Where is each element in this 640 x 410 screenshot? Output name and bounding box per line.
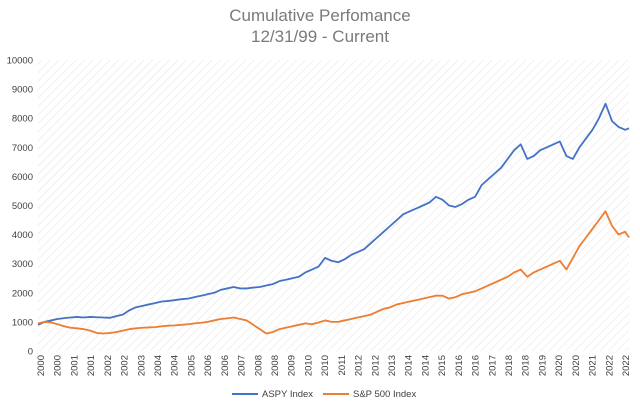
- x-tick-label: 2008: [270, 355, 281, 376]
- x-tick-label: 2013: [387, 355, 398, 376]
- x-tick-label: 2017: [487, 355, 498, 376]
- series-line-aspy: [37, 102, 630, 326]
- x-tick-label: 2012: [354, 355, 365, 376]
- x-tick-label: 2010: [303, 355, 314, 376]
- y-tick-label: 4000: [12, 230, 33, 241]
- x-tick-label: 2006: [203, 355, 214, 376]
- x-tick-label: 2020: [571, 355, 582, 376]
- x-tick-label: 2019: [537, 355, 548, 376]
- x-tick-label: 2018: [521, 355, 532, 376]
- y-tick-label: 1000: [12, 317, 33, 328]
- series-line-sp500: [37, 210, 630, 335]
- legend-label-sp500: S&P 500 Index: [353, 389, 416, 400]
- y-tick-label: 5000: [12, 201, 33, 212]
- x-tick-label: 2014: [420, 355, 431, 376]
- x-tick-label: 2016: [454, 355, 465, 376]
- x-axis: 2000 2000 2001 2001 2002 2002 2003 2004 2004 2005…: [36, 355, 632, 376]
- y-tick-label: 0: [28, 347, 33, 358]
- x-tick-label: 2020: [554, 355, 565, 376]
- x-tick-label: 2022: [621, 355, 632, 376]
- y-tick-label: 7000: [12, 143, 33, 154]
- x-tick-label: 2022: [604, 355, 615, 376]
- x-tick-label: 2018: [504, 355, 515, 376]
- x-tick-label: 2002: [103, 355, 114, 376]
- x-tick-label: 2004: [170, 355, 181, 376]
- x-tick-label: 2000: [36, 355, 47, 376]
- x-tick-label: 2000: [53, 355, 64, 376]
- y-tick-label: 6000: [12, 172, 33, 183]
- x-tick-label: 2001: [86, 355, 97, 376]
- x-tick-label: 2003: [136, 355, 147, 376]
- x-tick-label: 2015: [437, 355, 448, 376]
- y-tick-label: 8000: [12, 114, 33, 125]
- x-tick-label: 2007: [237, 355, 248, 376]
- y-tick-label: 9000: [12, 85, 33, 96]
- legend: ASPY Index S&P 500 Index: [232, 389, 416, 400]
- x-tick-label: 2012: [370, 355, 381, 376]
- x-tick-label: 2004: [153, 355, 164, 376]
- x-tick-label: 2009: [287, 355, 298, 376]
- chart-subtitle: 12/31/99 - Current: [251, 27, 389, 46]
- series-group: [37, 102, 630, 335]
- legend-label-aspy: ASPY Index: [262, 389, 313, 400]
- x-tick-label: 2014: [404, 355, 415, 376]
- y-tick-label: 10000: [7, 56, 33, 67]
- x-tick-label: 2008: [253, 355, 264, 376]
- x-tick-label: 2011: [337, 355, 348, 375]
- x-tick-label: 2021: [588, 355, 599, 376]
- x-tick-label: 2006: [220, 355, 231, 376]
- y-axis: 0 1000 2000 3000 4000 5000 6000 7000 8000 9000 100…: [7, 56, 33, 358]
- x-tick-label: 2016: [471, 355, 482, 376]
- x-tick-label: 2005: [186, 355, 197, 376]
- y-tick-label: 2000: [12, 288, 33, 299]
- x-tick-label: 2001: [69, 355, 80, 376]
- y-tick-label: 3000: [12, 259, 33, 270]
- plot-area: [38, 60, 629, 351]
- x-tick-label: 2002: [120, 355, 131, 376]
- chart-title: Cumulative Perfomance: [229, 6, 410, 25]
- x-tick-label: 2010: [320, 355, 331, 376]
